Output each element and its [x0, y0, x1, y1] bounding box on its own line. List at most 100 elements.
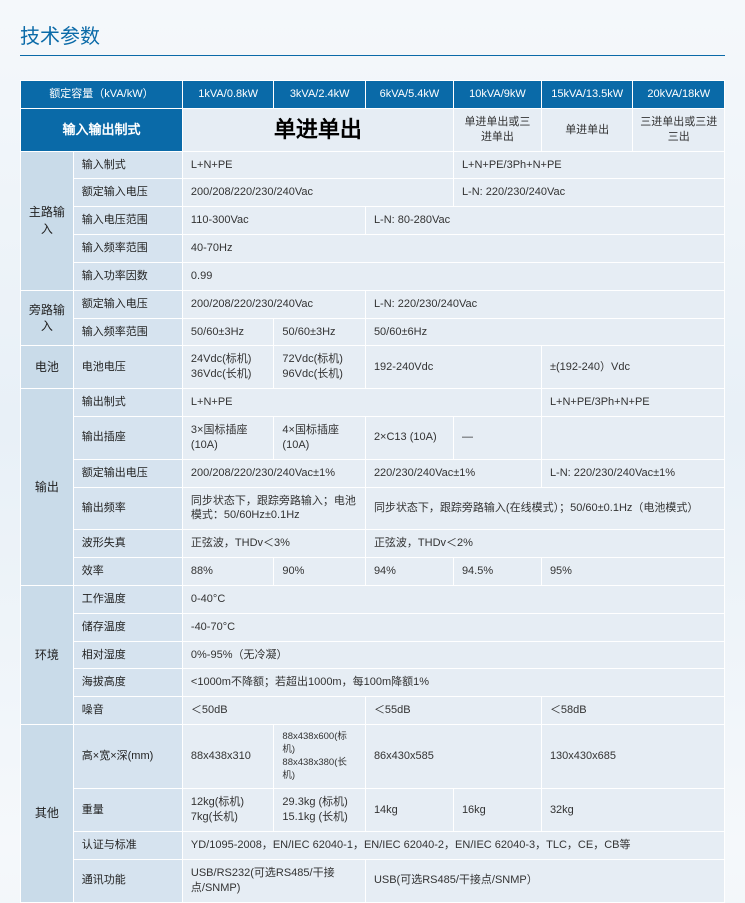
cfg-15kva: 单进单出: [541, 108, 633, 151]
val-bat-b: 72Vdc(标机) 96Vdc(长机): [274, 346, 366, 389]
header-row: 额定容量（kVA/kW） 1kVA/0.8kW 3kVA/2.4kW 6kVA/…: [21, 81, 725, 109]
val-byp-v-a: 200/208/220/230/240Vac: [182, 290, 365, 318]
config-row: 输入输出制式 单进单出 单进单出或三进单出 单进单出 三进单出或三进三出: [21, 108, 725, 151]
val-eff-5: 95%: [541, 558, 724, 586]
val-comm-b: USB(可选RS485/干接点/SNMP）: [365, 859, 724, 902]
section-bypass-input: 旁路输入: [21, 290, 74, 346]
col-10kva: 10kVA/9kW: [453, 81, 541, 109]
section-env: 环境: [21, 585, 74, 724]
param-altitude: 海拔高度: [73, 669, 182, 697]
val-cert: YD/1095-2008，EN/IEC 62040-1，EN/IEC 62040…: [182, 832, 724, 860]
val-dim-c: 86x430x585: [365, 725, 541, 789]
param-cert: 认证与标准: [73, 832, 182, 860]
val-humidity: 0%-95%（无冷凝）: [182, 641, 724, 669]
val-noise-a: ＜50dB: [182, 697, 365, 725]
val-wt-b: 29.3kg (标机) 15.1kg (长机): [274, 789, 366, 832]
val-rated-in-v-a: 200/208/220/230/240Vac: [182, 179, 453, 207]
cfg-label: 输入输出制式: [21, 108, 183, 151]
val-in-mode-b: L+N+PE/3Ph+N+PE: [453, 151, 724, 179]
param-out-v: 额定输出电压: [73, 459, 182, 487]
param-humidity: 相对湿度: [73, 641, 182, 669]
section-main-input: 主路输入: [21, 151, 74, 290]
val-bat-c: 192-240Vdc: [365, 346, 541, 389]
param-out-f: 输出频率: [73, 487, 182, 530]
param-in-pf: 输入功率因数: [73, 262, 182, 290]
col-15kva: 15kVA/13.5kW: [541, 81, 633, 109]
val-noise-b: ＜55dB: [365, 697, 541, 725]
param-in-mode: 输入制式: [73, 151, 182, 179]
val-wave-a: 正弦波，THDv＜3%: [182, 530, 365, 558]
val-wave-b: 正弦波，THDv＜2%: [365, 530, 724, 558]
cfg-10kva: 单进单出或三进单出: [453, 108, 541, 151]
col-1kva: 1kVA/0.8kW: [182, 81, 274, 109]
val-sock-d: —: [453, 416, 541, 459]
val-in-f-range: 40-70Hz: [182, 235, 724, 263]
param-out-socket: 输出插座: [73, 416, 182, 459]
val-altitude: <1000m不降额；若超出1000m，每100m降额1%: [182, 669, 724, 697]
val-in-pf: 0.99: [182, 262, 724, 290]
param-comm: 通讯功能: [73, 859, 182, 902]
val-in-v-range-a: 110-300Vac: [182, 207, 365, 235]
val-out-v-b: 220/230/240Vac±1%: [365, 459, 541, 487]
val-out-mode-a: L+N+PE: [182, 389, 541, 417]
section-other: 其他: [21, 725, 74, 902]
param-wave: 波形失真: [73, 530, 182, 558]
val-dim-b: 88x438x600(标机) 88x438x380(长机): [274, 725, 366, 789]
val-temp-op: 0-40°C: [182, 585, 724, 613]
val-noise-c: ＜58dB: [541, 697, 724, 725]
param-in-v-range: 输入电压范围: [73, 207, 182, 235]
val-eff-4: 94.5%: [453, 558, 541, 586]
param-out-mode: 输出制式: [73, 389, 182, 417]
param-in-f-range: 输入频率范围: [73, 235, 182, 263]
page-title: 技术参数: [20, 20, 725, 56]
val-out-mode-b: L+N+PE/3Ph+N+PE: [541, 389, 724, 417]
val-byp-f-b: 50/60±3Hz: [274, 318, 366, 346]
val-byp-f-c: 50/60±6Hz: [365, 318, 724, 346]
val-rated-in-v-b: L-N: 220/230/240Vac: [453, 179, 724, 207]
val-eff-2: 90%: [274, 558, 366, 586]
val-dim-a: 88x438x310: [182, 725, 274, 789]
val-sock-b: 4×国标插座(10A): [274, 416, 366, 459]
param-weight: 重量: [73, 789, 182, 832]
val-byp-v-b: L-N: 220/230/240Vac: [365, 290, 724, 318]
param-temp-op: 工作温度: [73, 585, 182, 613]
col-20kva: 20kVA/18kW: [633, 81, 725, 109]
val-eff-3: 94%: [365, 558, 453, 586]
val-bat-d: ±(192-240）Vdc: [541, 346, 724, 389]
param-byp-v: 额定输入电压: [73, 290, 182, 318]
val-sock-c: 2×C13 (10A): [365, 416, 453, 459]
cfg-single: 单进单出: [182, 108, 453, 151]
section-battery: 电池: [21, 346, 74, 389]
param-byp-f: 输入频率范围: [73, 318, 182, 346]
param-bat-v: 电池电压: [73, 346, 182, 389]
val-out-v-a: 200/208/220/230/240Vac±1%: [182, 459, 365, 487]
param-dim: 高×宽×深(mm): [73, 725, 182, 789]
val-eff-1: 88%: [182, 558, 274, 586]
val-dim-d: 130x430x685: [541, 725, 724, 789]
val-temp-st: -40-70°C: [182, 613, 724, 641]
col-6kva: 6kVA/5.4kW: [365, 81, 453, 109]
param-noise: 噪音: [73, 697, 182, 725]
param-temp-st: 储存温度: [73, 613, 182, 641]
param-eff: 效率: [73, 558, 182, 586]
param-rated-in-v: 额定输入电压: [73, 179, 182, 207]
val-comm-a: USB/RS232(可选RS485/干接点/SNMP): [182, 859, 365, 902]
val-byp-f-a: 50/60±3Hz: [182, 318, 274, 346]
val-out-f-a: 同步状态下，跟踪旁路输入；电池模式：50/60Hz±0.1Hz: [182, 487, 365, 530]
val-wt-d: 16kg: [453, 789, 541, 832]
section-output: 输出: [21, 389, 74, 586]
cap-header: 额定容量（kVA/kW）: [21, 81, 183, 109]
val-in-v-range-b: L-N: 80-280Vac: [365, 207, 724, 235]
val-wt-a: 12kg(标机) 7kg(长机): [182, 789, 274, 832]
val-bat-a: 24Vdc(标机) 36Vdc(长机): [182, 346, 274, 389]
val-in-mode-a: L+N+PE: [182, 151, 453, 179]
val-sock-empty: [541, 416, 724, 459]
val-out-f-b: 同步状态下，跟踪旁路输入(在线模式）；50/60±0.1Hz（电池模式）: [365, 487, 724, 530]
col-3kva: 3kVA/2.4kW: [274, 81, 366, 109]
spec-table: 额定容量（kVA/kW） 1kVA/0.8kW 3kVA/2.4kW 6kVA/…: [20, 80, 725, 903]
val-sock-a: 3×国标插座(10A): [182, 416, 274, 459]
cfg-20kva: 三进单出或三进三出: [633, 108, 725, 151]
val-out-v-c: L-N: 220/230/240Vac±1%: [541, 459, 724, 487]
val-wt-e: 32kg: [541, 789, 724, 832]
val-wt-c: 14kg: [365, 789, 453, 832]
